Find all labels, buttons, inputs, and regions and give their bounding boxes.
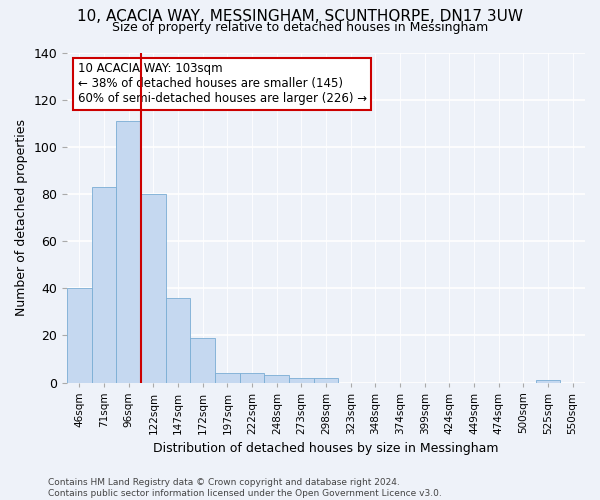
Y-axis label: Number of detached properties: Number of detached properties [15,119,28,316]
Bar [289,378,314,382]
X-axis label: Distribution of detached houses by size in Messingham: Distribution of detached houses by size … [154,442,499,455]
Bar [215,373,240,382]
Bar [67,288,92,382]
Bar [536,380,560,382]
Bar [190,338,215,382]
Bar [166,298,190,382]
Bar [240,373,265,382]
Text: 10, ACACIA WAY, MESSINGHAM, SCUNTHORPE, DN17 3UW: 10, ACACIA WAY, MESSINGHAM, SCUNTHORPE, … [77,9,523,24]
Bar [92,187,116,382]
Bar [265,376,289,382]
Bar [116,121,141,382]
Bar [314,378,338,382]
Text: 10 ACACIA WAY: 103sqm
← 38% of detached houses are smaller (145)
60% of semi-det: 10 ACACIA WAY: 103sqm ← 38% of detached … [77,62,367,106]
Bar [141,194,166,382]
Text: Contains HM Land Registry data © Crown copyright and database right 2024.
Contai: Contains HM Land Registry data © Crown c… [48,478,442,498]
Text: Size of property relative to detached houses in Messingham: Size of property relative to detached ho… [112,21,488,34]
